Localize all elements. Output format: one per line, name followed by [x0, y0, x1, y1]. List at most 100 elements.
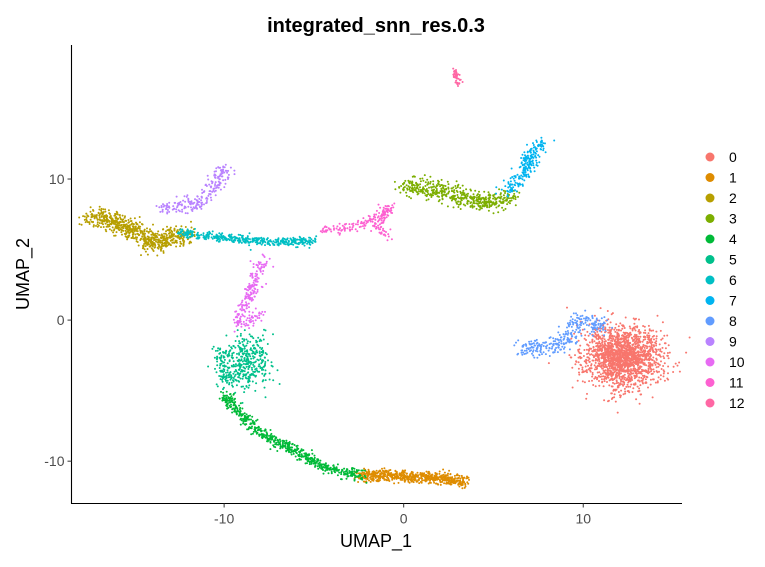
cell-point	[655, 361, 658, 364]
cell-point	[308, 246, 311, 249]
cell-point	[642, 339, 645, 341]
cell-point	[255, 432, 258, 435]
cell-point	[627, 374, 630, 377]
cell-point	[308, 454, 311, 456]
cell-point	[142, 244, 145, 247]
cell-point	[261, 353, 264, 356]
cell-point	[633, 322, 636, 325]
cell-point	[272, 435, 274, 438]
cell-point	[450, 481, 453, 484]
cell-point	[580, 364, 583, 367]
cell-point	[383, 467, 386, 470]
cell-point	[425, 470, 428, 473]
cell-point	[202, 232, 205, 235]
cell-point	[648, 345, 651, 348]
cell-point	[251, 352, 254, 355]
cell-point	[628, 358, 631, 361]
cell-point	[419, 480, 422, 483]
cell-point	[647, 372, 650, 375]
cell-point	[242, 362, 245, 365]
cell-point	[234, 405, 237, 408]
cell-point	[118, 214, 121, 216]
cell-point	[231, 354, 234, 357]
cell-point	[129, 228, 132, 231]
cell-point	[654, 363, 657, 366]
cell-point	[225, 334, 228, 337]
cell-point	[255, 350, 258, 353]
cell-point	[615, 358, 618, 361]
cell-point	[607, 376, 610, 379]
cell-point	[649, 358, 652, 361]
cell-point	[151, 231, 154, 234]
cell-point	[155, 240, 157, 243]
cell-point	[340, 478, 342, 481]
cell-point	[631, 355, 634, 358]
cell-point	[628, 359, 631, 362]
cell-point	[129, 217, 132, 220]
cell-point	[85, 219, 88, 222]
cell-point	[295, 452, 298, 455]
cell-point	[437, 477, 440, 480]
cell-point	[472, 202, 475, 205]
cell-point	[621, 344, 624, 347]
cell-point	[602, 385, 605, 388]
cell-point	[249, 426, 252, 429]
cell-point	[609, 349, 612, 352]
cell-point	[664, 347, 667, 350]
cell-point	[184, 226, 187, 228]
cell-point	[609, 357, 612, 360]
cell-point	[264, 396, 267, 399]
cell-point	[250, 373, 253, 375]
cell-point	[253, 239, 256, 242]
cell-point	[621, 359, 623, 362]
cell-point	[445, 478, 448, 481]
cell-point	[300, 453, 303, 456]
cell-point	[634, 355, 637, 358]
cell-point	[463, 481, 466, 484]
cell-point	[578, 371, 580, 374]
cell-point	[602, 357, 605, 360]
points-layer	[78, 67, 691, 490]
cell-point	[667, 378, 670, 381]
cell-point	[361, 478, 364, 481]
cell-point	[618, 383, 621, 386]
cell-point	[418, 190, 420, 193]
cell-point	[399, 191, 402, 194]
cell-point	[433, 481, 436, 484]
cell-point	[589, 347, 592, 350]
cell-point	[442, 473, 445, 476]
cell-point	[174, 239, 177, 242]
cell-point	[399, 478, 402, 481]
cell-point	[456, 477, 459, 480]
cell-point	[646, 376, 649, 379]
cell-point	[406, 475, 409, 478]
cell-point	[100, 209, 103, 212]
cell-point	[598, 371, 601, 374]
cell-point	[646, 334, 649, 337]
cell-point	[609, 321, 612, 324]
cell-point	[488, 203, 491, 206]
cell-point	[141, 235, 144, 238]
cell-point	[124, 233, 127, 236]
cell-point	[435, 188, 438, 190]
cell-point	[265, 431, 268, 434]
cell-point	[626, 369, 629, 372]
cell-point	[400, 475, 403, 478]
cell-point	[233, 401, 236, 404]
cell-point	[228, 399, 231, 402]
cell-point	[470, 201, 473, 204]
cell-point	[460, 194, 463, 196]
cell-point	[140, 223, 143, 225]
cell-point	[427, 181, 430, 184]
cell-point	[629, 327, 632, 330]
cell-point	[651, 396, 654, 399]
cell-point	[588, 380, 591, 383]
cell-point	[236, 335, 239, 338]
cell-point	[410, 480, 413, 483]
cell-point	[245, 352, 248, 355]
cell-point	[432, 188, 435, 191]
cell-point	[636, 385, 639, 388]
cell-point	[635, 398, 638, 401]
cell-point	[668, 351, 671, 354]
cell-point	[109, 215, 112, 217]
